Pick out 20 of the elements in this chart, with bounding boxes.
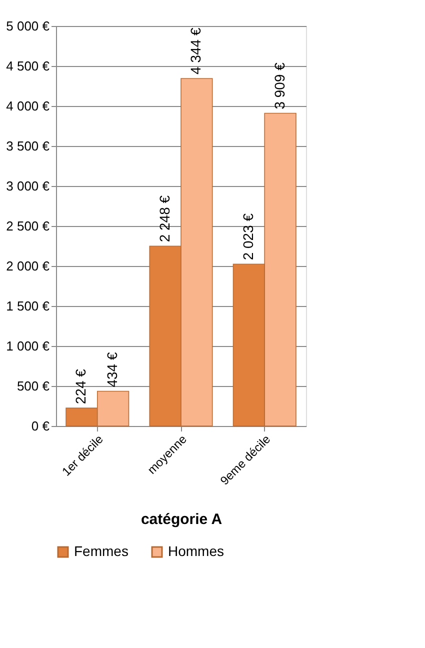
y-tick-label: 1 500 € bbox=[6, 298, 50, 314]
data-label: 4 344 € bbox=[188, 28, 204, 74]
y-tick-label: 4 000 € bbox=[6, 98, 50, 114]
y-tick-label: 3 500 € bbox=[6, 138, 50, 154]
y-tick-label: 4 500 € bbox=[6, 58, 50, 74]
data-label: 434 € bbox=[104, 352, 120, 388]
data-label: 2 248 € bbox=[156, 195, 172, 242]
data-label: 3 909 € bbox=[271, 62, 288, 110]
y-tick-label: 500 € bbox=[16, 378, 50, 394]
y-tick-label: 1 000 € bbox=[6, 338, 50, 354]
y-tick-label: 0 € bbox=[31, 418, 50, 434]
legend-label: Femmes bbox=[74, 543, 128, 559]
data-label: 2 023 € bbox=[240, 213, 256, 260]
y-tick-label: 2 500 € bbox=[6, 218, 50, 234]
x-axis-title: catégorie A bbox=[140, 511, 222, 528]
data-label: 224 € bbox=[72, 368, 89, 404]
y-tick-label: 5 000 € bbox=[6, 18, 50, 34]
y-tick-label: 3 000 € bbox=[6, 178, 50, 194]
legend-label: Hommes bbox=[168, 543, 224, 559]
y-tick-label: 2 000 € bbox=[6, 258, 50, 274]
